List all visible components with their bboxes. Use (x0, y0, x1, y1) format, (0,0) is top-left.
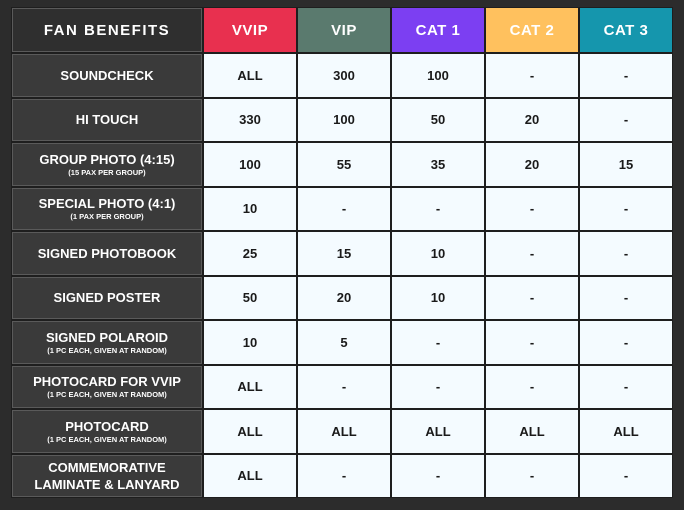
value-cell: - (580, 54, 672, 97)
header-cell: CAT 2 (486, 8, 578, 52)
value-cell: - (486, 187, 578, 230)
value-cell: 10 (392, 232, 484, 275)
value-cell: ALL (580, 410, 672, 453)
row-label-cell: COMMEMORATIVE LAMINATE & LANYARD (12, 454, 202, 497)
value-cell: - (580, 454, 672, 497)
value-cell: - (486, 232, 578, 275)
value-cell: 20 (486, 143, 578, 186)
value-cell: - (486, 54, 578, 97)
row-label-cell: SIGNED POSTER (12, 276, 202, 319)
value-cell: - (580, 232, 672, 275)
value-cell: 100 (204, 143, 296, 186)
value-cell: ALL (298, 410, 390, 453)
value-cell: 5 (298, 321, 390, 364)
row-note: (1 PC EACH, GIVEN AT RANDOM) (47, 390, 167, 400)
row-label-cell: HI TOUCH (12, 98, 202, 141)
row-label: PHOTOCARD (65, 418, 149, 434)
row-note: (1 PC EACH, GIVEN AT RANDOM) (47, 345, 167, 355)
row-note: (1 PAX PER GROUP) (70, 212, 144, 222)
value-cell: - (580, 365, 672, 408)
value-cell: ALL (204, 365, 296, 408)
value-cell: - (580, 321, 672, 364)
value-cell: 15 (298, 232, 390, 275)
value-cell: - (392, 321, 484, 364)
header-cell: VVIP (204, 8, 296, 52)
row-label-cell: SIGNED POLAROID (1 PC EACH, GIVEN AT RAND… (12, 321, 202, 364)
row-label-cell: SOUNDCHECK (12, 54, 202, 97)
value-cell: 10 (204, 321, 296, 364)
row-label: SIGNED POLAROID (45, 329, 169, 345)
value-cell: ALL (204, 454, 296, 497)
value-cell: ALL (204, 54, 296, 97)
row-label-cell: SPECIAL PHOTO (4:1) (1 PAX PER GROUP) (12, 187, 202, 230)
value-cell: - (580, 98, 672, 141)
row-label: SPECIAL PHOTO (4:1) (38, 196, 176, 212)
value-cell: 50 (392, 98, 484, 141)
value-cell: - (580, 276, 672, 319)
value-cell: - (580, 187, 672, 230)
row-label-cell: PHOTOCARD (1 PC EACH, GIVEN AT RANDOM) (12, 410, 202, 453)
row-label: PHOTOCARD FOR VVIP (33, 374, 181, 390)
value-cell: - (392, 365, 484, 408)
value-cell: 10 (392, 276, 484, 319)
value-cell: 50 (204, 276, 296, 319)
value-cell: ALL (204, 410, 296, 453)
value-cell: - (392, 454, 484, 497)
row-label: SOUNDCHECK (60, 67, 154, 83)
value-cell: ALL (392, 410, 484, 453)
row-label: GROUP PHOTO (4:15) (39, 151, 175, 167)
value-cell: 330 (204, 98, 296, 141)
header-cell: CAT 3 (580, 8, 672, 52)
row-label: HI TOUCH (75, 112, 139, 128)
value-cell: 100 (298, 98, 390, 141)
row-label-cell: PHOTOCARD FOR VVIP (1 PC EACH, GIVEN AT R… (12, 365, 202, 408)
value-cell: 10 (204, 187, 296, 230)
row-label: SIGNED POSTER (53, 290, 161, 306)
value-cell: - (392, 187, 484, 230)
row-label: SIGNED PHOTOBOOK (37, 245, 177, 261)
value-cell: 35 (392, 143, 484, 186)
value-cell: 100 (392, 54, 484, 97)
value-cell: 20 (486, 98, 578, 141)
value-cell: - (486, 454, 578, 497)
row-note: (15 PAX PER GROUP) (68, 167, 146, 177)
header-cell: CAT 1 (392, 8, 484, 52)
value-cell: - (298, 187, 390, 230)
value-cell: - (486, 321, 578, 364)
value-cell: 20 (298, 276, 390, 319)
benefits-table: FAN BENEFITS VVIP VIP CAT 1 CAT 2 CAT 3 SOUNDC… (11, 7, 673, 498)
value-cell: - (486, 276, 578, 319)
header-cell: VIP (298, 8, 390, 52)
value-cell: - (486, 365, 578, 408)
value-cell: 300 (298, 54, 390, 97)
row-label-cell: SIGNED PHOTOBOOK (12, 232, 202, 275)
value-cell: - (298, 454, 390, 497)
row-label-cell: GROUP PHOTO (4:15) (15 PAX PER GROUP) (12, 143, 202, 186)
row-note: (1 PC EACH, GIVEN AT RANDOM) (47, 434, 167, 444)
value-cell: 15 (580, 143, 672, 186)
header-cell: FAN BENEFITS (12, 8, 202, 52)
value-cell: - (298, 365, 390, 408)
value-cell: ALL (486, 410, 578, 453)
value-cell: 55 (298, 143, 390, 186)
value-cell: 25 (204, 232, 296, 275)
row-label: COMMEMORATIVE LAMINATE & LANYARD (34, 459, 180, 492)
